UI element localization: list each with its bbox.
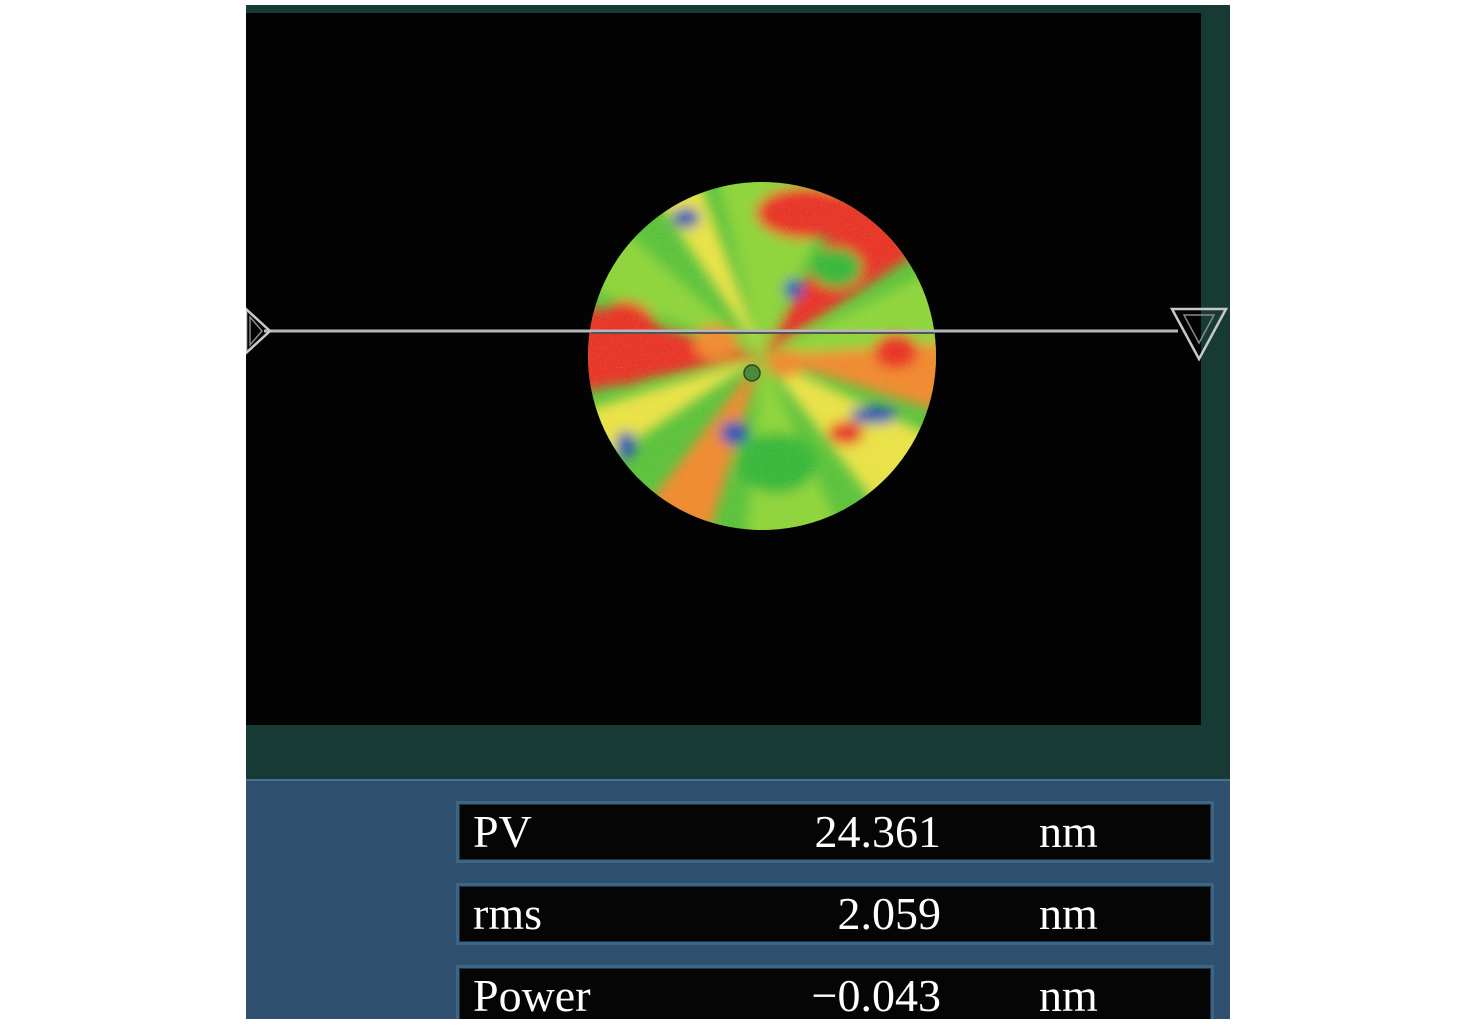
result-unit: nm xyxy=(1039,806,1098,857)
result-label: Power xyxy=(473,970,591,1019)
result-row-rms: rms 2.059 nm xyxy=(456,883,1214,945)
result-row-pv: PV 24.361 nm xyxy=(456,801,1214,863)
interferometer-window: PV 24.361 nm rms 2.059 nm Power −0.043 n… xyxy=(246,5,1230,1019)
result-label: PV xyxy=(473,806,532,857)
triangle-marker-right-icon[interactable] xyxy=(1168,303,1230,367)
triangle-marker-left-icon[interactable] xyxy=(246,307,272,355)
surface-map-disc xyxy=(588,182,936,530)
result-value: −0.043 xyxy=(811,970,941,1019)
panel-divider xyxy=(246,725,1230,779)
surface-map-view[interactable] xyxy=(246,13,1201,725)
result-unit: nm xyxy=(1039,970,1098,1019)
map-side-strip xyxy=(1201,5,1230,745)
result-label: rms xyxy=(473,888,542,939)
result-value: 24.361 xyxy=(814,806,942,857)
result-row-power: Power −0.043 nm xyxy=(456,965,1214,1019)
surface-map-canvas xyxy=(246,182,1178,530)
result-unit: nm xyxy=(1039,888,1098,939)
results-panel: PV 24.361 nm rms 2.059 nm Power −0.043 n… xyxy=(246,779,1230,1019)
result-value: 2.059 xyxy=(837,888,942,939)
